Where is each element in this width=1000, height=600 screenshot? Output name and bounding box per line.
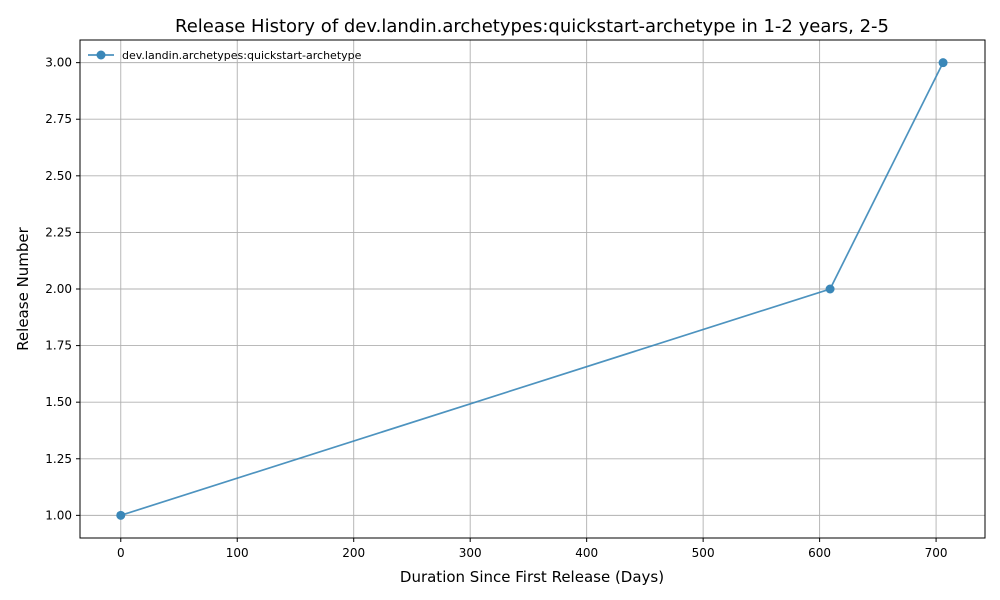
series-layer [116, 58, 948, 520]
x-tick-label: 600 [808, 546, 831, 560]
data-point [825, 284, 835, 294]
y-tick-label: 2.50 [45, 169, 72, 183]
chart-title: Release History of dev.landin.archetypes… [175, 16, 889, 37]
x-tick-label: 200 [342, 546, 365, 560]
x-tick-label: 400 [575, 546, 598, 560]
y-tick-label: 1.25 [45, 452, 72, 466]
data-point [116, 510, 126, 520]
x-tick-label: 300 [459, 546, 482, 560]
y-tick-label: 2.25 [45, 225, 72, 239]
y-tick-label: 1.50 [45, 395, 72, 409]
y-tick-label: 2.00 [45, 282, 72, 296]
y-tick-label: 1.00 [45, 508, 72, 522]
x-tick-label: 500 [692, 546, 715, 560]
y-axis-ticks: 1.00 1.25 1.50 1.75 2.00 2.25 2.50 2.75 3.00 [45, 56, 80, 522]
x-axis-ticks: 0 100 200 300 400 500 600 700 [117, 538, 948, 560]
y-tick-label: 3.00 [45, 56, 72, 70]
grid-lines [80, 40, 985, 538]
x-axis-label: Duration Since First Release (Days) [400, 568, 664, 586]
legend-label: dev.landin.archetypes:quickstart-archety… [122, 49, 362, 62]
legend-marker [96, 50, 106, 60]
y-axis-label: Release Number [14, 226, 32, 350]
x-tick-label: 100 [226, 546, 249, 560]
y-tick-label: 2.75 [45, 112, 72, 126]
y-tick-label: 1.75 [45, 339, 72, 353]
legend: dev.landin.archetypes:quickstart-archety… [88, 49, 362, 62]
data-point [938, 58, 948, 68]
x-tick-label: 700 [925, 546, 948, 560]
x-tick-label: 0 [117, 546, 125, 560]
